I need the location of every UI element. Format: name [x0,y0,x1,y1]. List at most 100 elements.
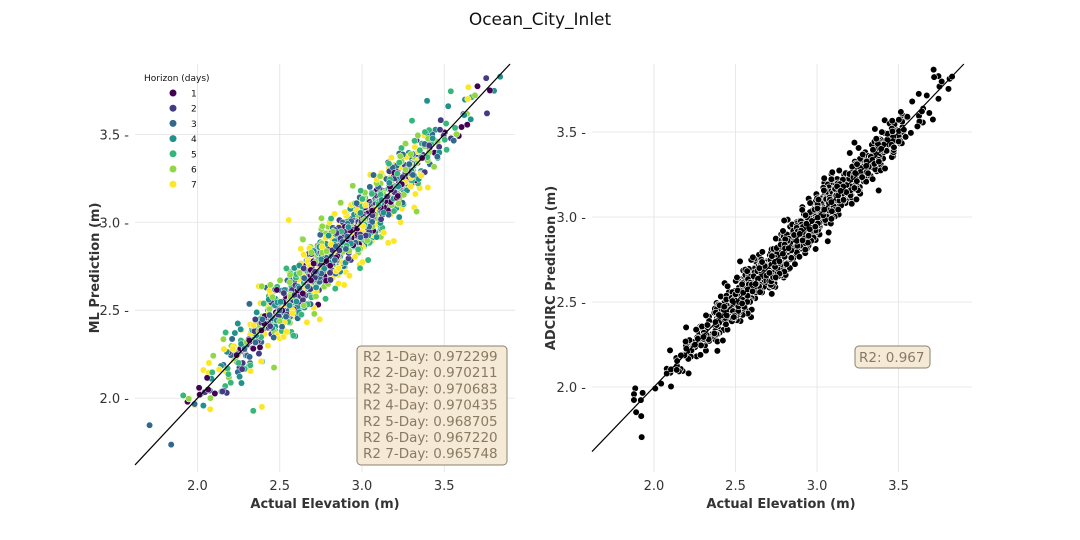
left-data-point [377,215,385,223]
left-data-point [256,343,264,351]
right-data-point [703,321,712,329]
right-data-point [835,166,843,175]
r-y-tick-label: 3.5 - [557,126,587,141]
left-data-point [408,117,416,125]
left-data-point [364,256,372,264]
right-data-point [630,396,638,404]
left-data-point [384,239,392,247]
left-r2-line: R2 6-Day: 0.967220 [363,430,498,446]
left-data-point [209,352,217,360]
right-data-point [812,245,820,253]
right-data-point [696,351,705,359]
legend-label: 2 [191,105,197,115]
r-x-tick-label: 2.0 [644,479,665,494]
right-data-point [798,206,806,214]
right-data-point [938,77,946,86]
left-data-point [368,218,376,226]
l-y-tick-label: 2.0 - [100,392,130,407]
left-data-point [344,223,352,231]
right-data-point [772,273,780,281]
legend: Horizon (days) 1 2 3 4 5 6 7 [144,74,210,191]
left-data-point [258,403,266,411]
right-data-point [853,177,861,185]
l-x-tick-label: 2.5 [269,479,290,494]
right-r2-box-background [854,345,931,369]
right-data-point [811,223,819,231]
left-data-point [407,150,415,158]
right-data-point [736,257,744,265]
right-data-point [895,137,903,146]
left-data-point [385,179,393,187]
left-data-point [368,190,376,198]
left-data-point [358,258,366,266]
left-data-point [146,421,154,429]
right-data-point [749,253,757,261]
left-data-point [474,82,481,90]
right-data-point [895,116,903,124]
right-data-point [682,337,690,346]
left-data-point [450,137,458,145]
left-data-point [266,287,274,294]
right-data-point [682,345,690,353]
left-data-point [370,171,377,179]
left-data-point [388,154,395,162]
right-data-point [724,282,732,290]
left-data-point [358,195,366,203]
left-data-point [317,214,325,222]
left-data-point [326,269,334,277]
left-data-point [277,298,285,306]
right-data-point [875,186,883,195]
left-data-point [297,311,305,319]
left-data-point [266,281,274,289]
left-data-point [224,370,232,378]
left-data-point [229,345,237,353]
right-data-point [848,200,856,208]
right-x-axis-label: Actual Elevation (m) [706,497,855,512]
left-data-point [307,276,315,284]
left-data-point [264,342,272,350]
right-data-point [738,280,746,288]
right-data-point [839,196,848,204]
left-data-point [345,272,353,280]
left-data-point [416,146,424,154]
right-data-point [878,128,886,136]
right-data-point [881,164,889,173]
right-data-point [850,139,859,147]
left-data-point [205,359,213,367]
right-data-point [631,384,639,392]
left-data-point [211,390,219,397]
left-data-point [366,183,374,191]
left-data-point [240,345,248,353]
left-data-point [276,276,284,284]
left-data-point [266,311,273,319]
left-data-point [393,170,401,178]
left-data-point [395,213,403,221]
legend-marker [169,180,177,188]
left-data-point [467,115,475,123]
r-x-tick-label: 3.5 [888,479,909,494]
right-data-point [827,215,835,223]
left-data-point [411,137,419,145]
right-identity-line [591,63,965,453]
right-data-point [780,216,788,225]
left-identity-line [134,63,511,466]
left-data-point [247,367,255,375]
left-data-point [249,407,257,415]
left-data-point [238,379,245,387]
right-data-point [855,144,863,152]
left-data-point [179,392,187,399]
left-data-point [483,109,491,117]
right-data-point [639,389,647,397]
right-data-point [837,187,845,195]
left-data-point [405,160,413,168]
legend-label: 7 [191,181,197,191]
right-data-point [827,175,835,183]
right-data-point [853,160,861,168]
left-data-point [322,295,329,303]
right-data-point [828,207,836,215]
left-data-point [407,182,415,190]
right-data-point [685,369,693,378]
left-data-point [396,152,404,160]
